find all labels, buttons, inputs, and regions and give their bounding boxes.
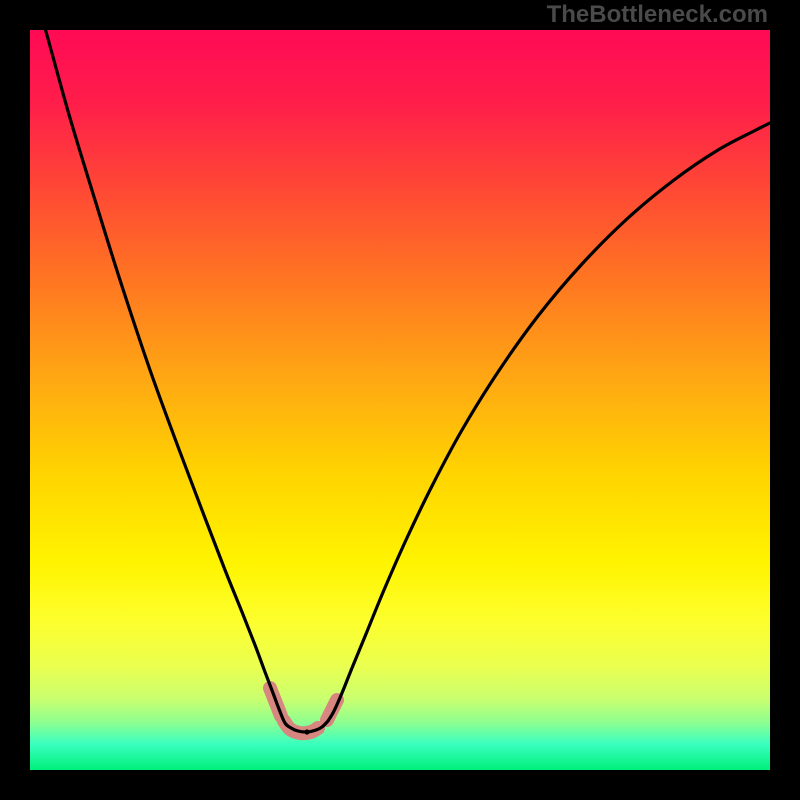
minimum-indicator-dot bbox=[304, 729, 309, 734]
watermark-label: TheBottleneck.com bbox=[547, 1, 768, 29]
chart-plot bbox=[30, 30, 770, 770]
heatmap-background bbox=[30, 30, 770, 770]
